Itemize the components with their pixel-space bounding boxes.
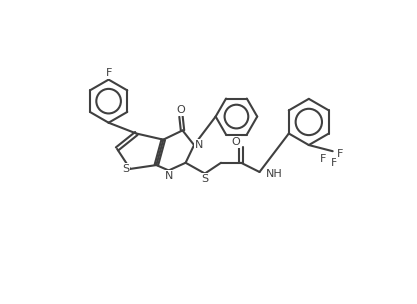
Text: N: N [164,171,173,181]
Text: O: O [231,137,240,147]
Text: N: N [194,140,203,150]
Text: S: S [201,174,208,184]
Text: NH: NH [266,169,282,179]
Text: S: S [122,164,129,174]
Text: F: F [337,149,344,159]
Text: F: F [106,68,112,78]
Text: F: F [320,154,327,164]
Text: O: O [177,105,186,116]
Text: F: F [331,158,337,168]
